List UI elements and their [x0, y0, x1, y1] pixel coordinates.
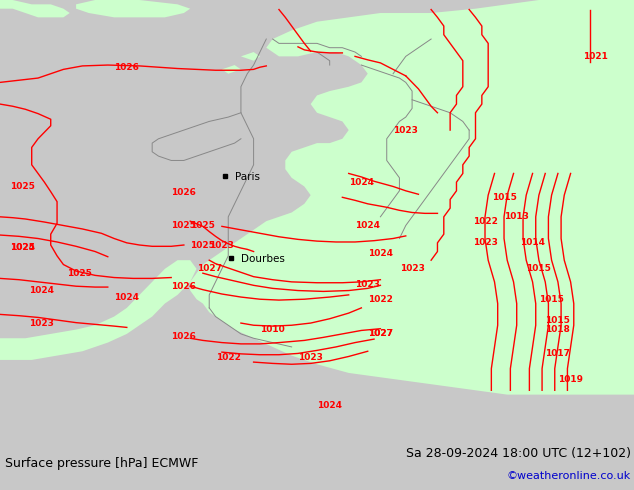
Text: 1024: 1024 [10, 243, 35, 252]
Text: 1022: 1022 [368, 294, 393, 304]
Text: Dourbes: Dourbes [241, 254, 285, 265]
Text: 1023: 1023 [472, 238, 498, 247]
Text: 1025: 1025 [190, 221, 216, 230]
Text: 1019: 1019 [558, 375, 583, 384]
Text: 1014: 1014 [520, 238, 545, 247]
Text: 1024: 1024 [349, 178, 374, 187]
Text: 1027: 1027 [368, 329, 393, 339]
Text: 1021: 1021 [583, 52, 609, 61]
Text: 1023: 1023 [298, 353, 323, 362]
Text: 1024: 1024 [114, 293, 139, 301]
Polygon shape [558, 0, 596, 9]
Text: 1022: 1022 [472, 217, 498, 226]
Polygon shape [222, 65, 241, 74]
Text: 1025: 1025 [190, 241, 216, 249]
Text: 1022: 1022 [216, 353, 241, 362]
Text: 1024: 1024 [29, 286, 54, 295]
Text: 1025: 1025 [67, 269, 92, 278]
Text: 1015: 1015 [545, 317, 571, 325]
Text: 1026: 1026 [171, 332, 197, 341]
Polygon shape [190, 0, 634, 394]
Text: 1015: 1015 [539, 294, 564, 304]
Text: Paris: Paris [235, 172, 259, 182]
Text: Sa 28-09-2024 18:00 UTC (12+102): Sa 28-09-2024 18:00 UTC (12+102) [406, 447, 631, 460]
Polygon shape [0, 0, 70, 17]
Text: 1026: 1026 [171, 282, 197, 291]
Text: 1025: 1025 [10, 243, 35, 252]
Text: 1017: 1017 [545, 349, 571, 358]
Text: 1023: 1023 [393, 125, 418, 135]
Text: 1027: 1027 [197, 265, 222, 273]
Text: 1027: 1027 [368, 329, 393, 339]
Text: 1026: 1026 [114, 63, 139, 72]
Text: 1024: 1024 [355, 221, 380, 230]
Text: 1013: 1013 [504, 212, 529, 221]
Text: Surface pressure [hPa] ECMWF: Surface pressure [hPa] ECMWF [5, 457, 198, 469]
Text: 1026: 1026 [171, 189, 197, 197]
Text: 1023: 1023 [209, 241, 235, 249]
Text: 1023: 1023 [355, 279, 380, 289]
Text: 1025: 1025 [10, 182, 35, 191]
Polygon shape [76, 0, 190, 17]
Text: 1015: 1015 [526, 265, 552, 273]
Polygon shape [0, 260, 197, 360]
Text: 1024: 1024 [368, 249, 393, 258]
Text: 1025: 1025 [171, 221, 197, 230]
Text: 1023: 1023 [29, 318, 54, 328]
Text: 1024: 1024 [317, 401, 342, 410]
Text: 1015: 1015 [491, 193, 517, 202]
Text: ©weatheronline.co.uk: ©weatheronline.co.uk [507, 471, 631, 481]
Text: 1010: 1010 [260, 325, 285, 334]
Text: 1023: 1023 [399, 265, 425, 273]
Polygon shape [241, 52, 260, 61]
Text: 1018: 1018 [545, 325, 571, 334]
